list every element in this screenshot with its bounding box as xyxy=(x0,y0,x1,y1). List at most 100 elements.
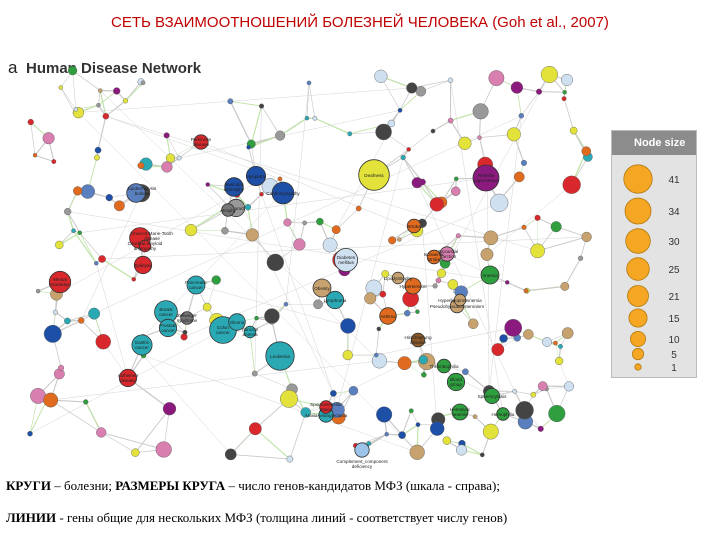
disease-node xyxy=(184,223,198,237)
disease-node xyxy=(400,154,406,161)
disease-node xyxy=(306,80,312,86)
network-edge xyxy=(230,100,262,107)
disease-label: Pancreatic cancer xyxy=(185,280,207,290)
network-edge xyxy=(507,282,527,291)
disease-node xyxy=(540,65,558,83)
disease-node xyxy=(561,96,567,102)
network-edge xyxy=(60,87,77,110)
disease-node xyxy=(515,401,534,420)
disease-node xyxy=(27,118,34,126)
disease-node xyxy=(388,236,397,245)
disease-node-fanconi: Fanconi anemia xyxy=(242,325,258,339)
disease-node xyxy=(397,356,412,371)
disease-node xyxy=(537,425,544,432)
legend-label: 41 xyxy=(668,175,680,186)
disease-node xyxy=(472,103,489,120)
disease-node xyxy=(550,221,562,233)
network-edge xyxy=(34,154,54,163)
disease-node-prostate-cancer: Prostate cancer xyxy=(158,318,178,338)
disease-node xyxy=(161,161,173,173)
disease-node xyxy=(312,115,318,121)
disease-node xyxy=(520,159,527,166)
disease-node-atrophy: Atrophy xyxy=(220,203,237,217)
disease-node xyxy=(94,154,100,161)
disease-node xyxy=(560,281,570,291)
network-edge xyxy=(525,286,565,292)
legend-item-25: 25 xyxy=(626,257,680,281)
caption-lines: ЛИНИИ xyxy=(6,510,57,525)
network-edge xyxy=(101,431,164,450)
disease-node-stroke: Stroke xyxy=(406,218,422,234)
disease-node xyxy=(376,406,393,423)
disease-node-lipodystrophy: Lipodystrophy xyxy=(384,271,413,285)
disease-node-spherocytosis: Spherocytosis xyxy=(478,387,507,404)
disease-node xyxy=(342,349,353,361)
disease-node xyxy=(77,317,85,324)
disease-node xyxy=(510,81,523,94)
caption-lines-text: - гены общие для нескольких МФЗ (толщина… xyxy=(56,510,508,525)
disease-node-epidermolysis-bullosa: Epidermolysis bullosa xyxy=(126,183,157,203)
disease-node xyxy=(64,207,72,216)
disease-node xyxy=(322,237,338,253)
network-edge xyxy=(521,91,540,116)
disease-node-thrombophilia: Thrombophilia xyxy=(429,358,459,374)
network-edge xyxy=(94,115,522,314)
disease-node xyxy=(286,455,294,463)
legend-circle xyxy=(627,285,649,307)
legend-label: 5 xyxy=(671,350,677,361)
disease-node xyxy=(479,452,485,458)
disease-node-pancreatic-cancer: Pancreatic cancer xyxy=(185,275,208,295)
slide-title: СЕТЬ ВЗАИМООТНОШЕНИЙ БОЛЕЗНЕЙ ЧЕЛОВЕКА (… xyxy=(111,14,609,31)
disease-node-mental-retardation: Mental retardation xyxy=(48,270,71,294)
background-nodes-layer xyxy=(27,65,593,463)
disease-node xyxy=(105,194,113,202)
legend-item-1: 1 xyxy=(634,363,677,374)
network-edge xyxy=(97,116,107,151)
disease-label: Complement_component deficiency xyxy=(336,459,388,469)
disease-label: Diabetes mellitus xyxy=(337,255,356,265)
disease-node xyxy=(51,159,57,164)
disease-node xyxy=(64,317,71,325)
network-edge xyxy=(514,390,534,396)
network-edge xyxy=(72,70,77,110)
caption-line-2: ЛИНИИ - гены общие для нескольких МФЗ (т… xyxy=(6,510,716,526)
legend-circle xyxy=(626,257,650,281)
disease-node xyxy=(244,204,252,211)
network-edge xyxy=(236,194,334,394)
network-edge xyxy=(100,90,380,362)
network-edge xyxy=(563,98,575,131)
disease-node xyxy=(43,392,59,408)
disease-label: Leukemia xyxy=(270,354,290,359)
disease-node xyxy=(569,126,578,135)
legend-title: Node size xyxy=(612,131,696,155)
disease-node xyxy=(280,389,298,408)
disease-node xyxy=(165,153,176,163)
network-edge xyxy=(539,91,565,93)
disease-node xyxy=(205,182,210,187)
network-edge xyxy=(56,181,258,295)
network-edge xyxy=(166,135,180,159)
disease-node xyxy=(366,441,372,446)
disease-node xyxy=(577,255,584,261)
network-edge xyxy=(537,236,587,252)
legend-item-21: 21 xyxy=(627,285,680,307)
disease-node xyxy=(454,176,459,181)
disease-node xyxy=(293,238,306,251)
disease-node xyxy=(364,292,377,305)
disease-node-alzheimer: Alzheimer disease xyxy=(118,368,139,388)
disease-node xyxy=(455,233,461,239)
disease-node xyxy=(176,155,182,161)
disease-node xyxy=(330,390,337,397)
network-edge xyxy=(450,80,504,415)
edges-layer xyxy=(29,70,589,460)
disease-label: Deafness xyxy=(364,173,384,178)
disease-node xyxy=(98,255,106,263)
disease-node xyxy=(80,184,95,199)
disease-node xyxy=(98,88,103,93)
disease-node xyxy=(88,307,101,320)
disease-node xyxy=(381,270,390,278)
caption-circle-size: РАЗМЕРЫ КРУГА xyxy=(115,478,226,493)
disease-label: Charcot-Marie-Tooth disease xyxy=(131,231,173,241)
legend-label: 34 xyxy=(668,207,680,218)
disease-node xyxy=(451,186,461,196)
